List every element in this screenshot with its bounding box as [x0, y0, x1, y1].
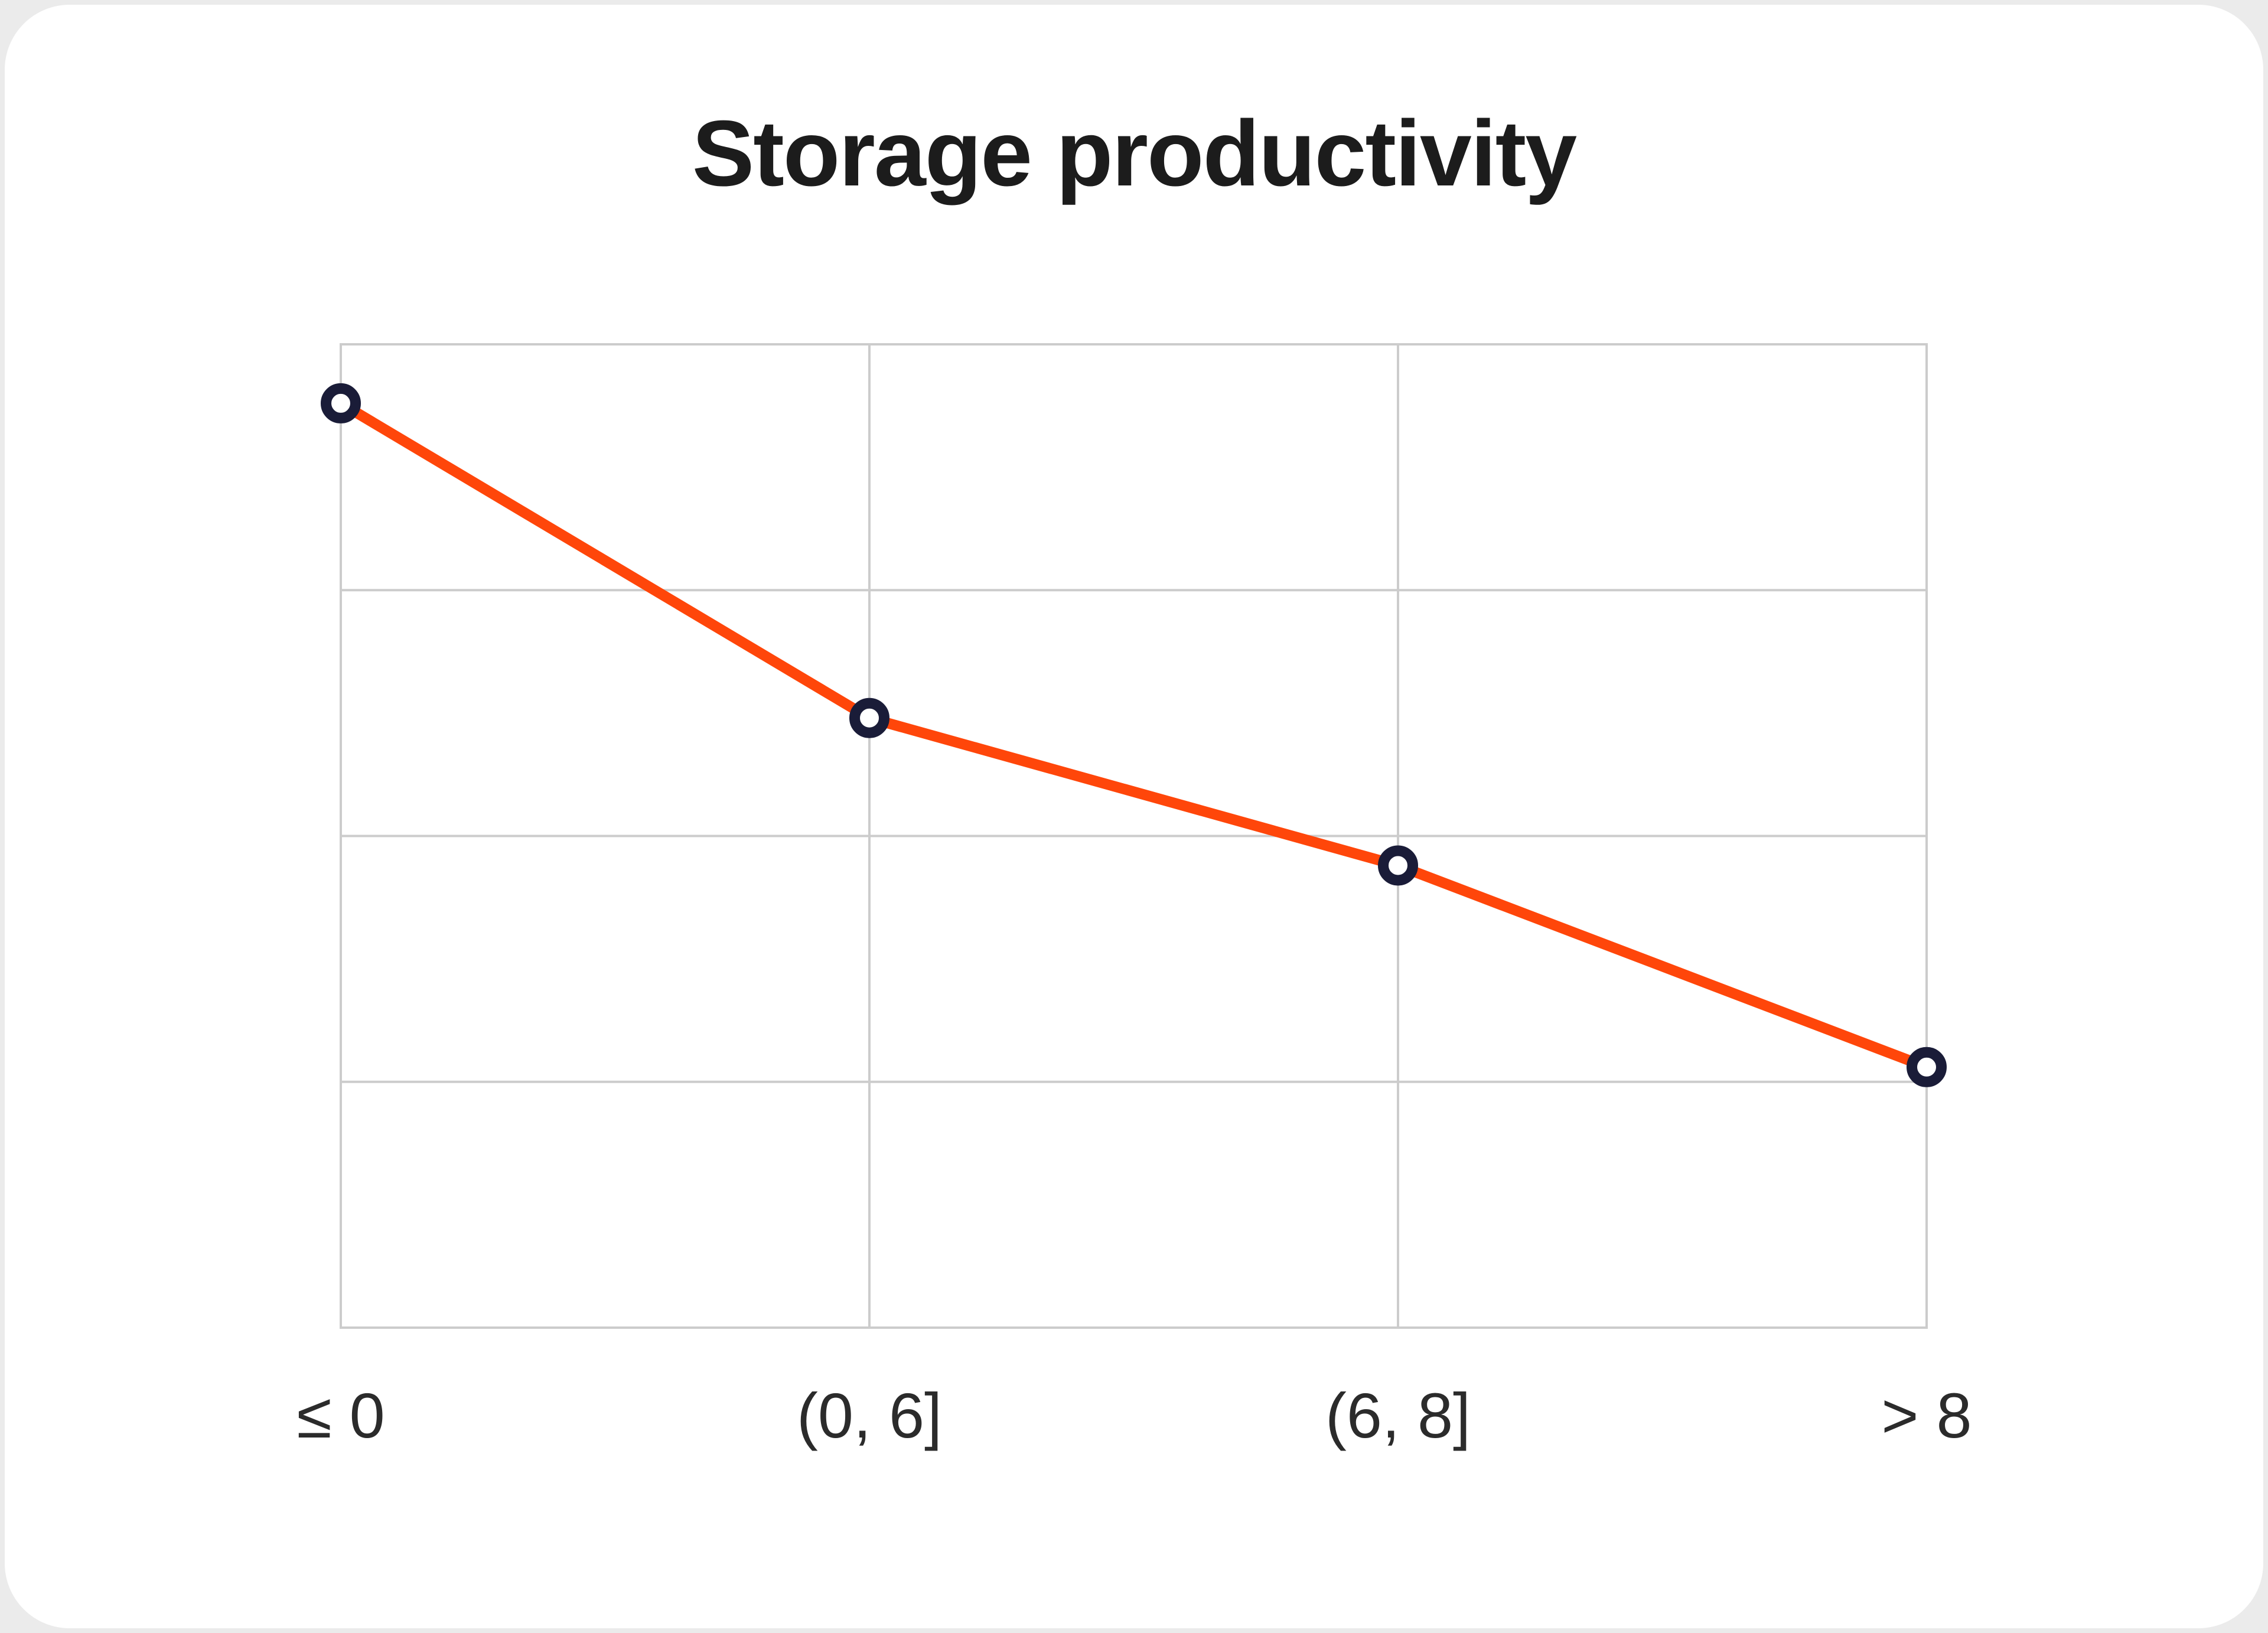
- x-tick-label: ≤ 0: [296, 1380, 385, 1451]
- x-tick-label: > 8: [1881, 1380, 1972, 1451]
- plot-border: [340, 343, 1928, 1329]
- data-point-marker: [1378, 845, 1418, 886]
- data-point-marker: [321, 383, 361, 423]
- line-chart-canvas: [321, 343, 1947, 1329]
- x-tick-label: (0, 6]: [796, 1380, 943, 1451]
- x-tick-label: (6, 8]: [1325, 1380, 1471, 1451]
- data-point-marker: [1907, 1047, 1947, 1087]
- series-group: [321, 383, 1947, 1087]
- chart-title: Storage productivity: [692, 102, 1577, 206]
- chart-card: Storage productivity ≤ 0 (0, 6] (6, 8] >…: [5, 5, 2263, 1628]
- series-line: [335, 397, 1932, 1073]
- gridlines-group: [340, 343, 1928, 1329]
- x-axis: ≤ 0 (0, 6] (6, 8] > 8: [296, 1377, 1972, 1472]
- data-point-marker: [849, 697, 889, 738]
- plot-area: [321, 343, 1947, 1329]
